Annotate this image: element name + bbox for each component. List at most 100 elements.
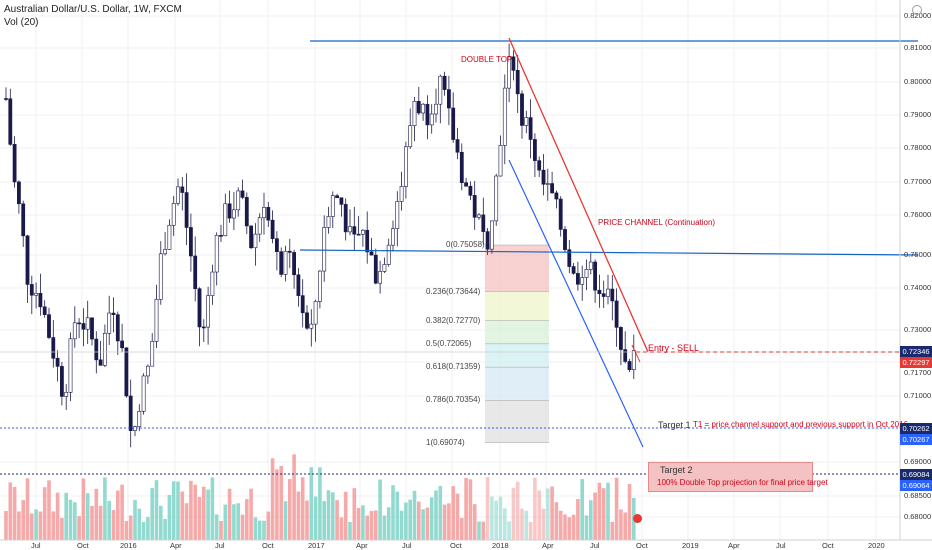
volume-bar: [404, 502, 408, 540]
candle-body: [511, 56, 516, 71]
volume-bar: [103, 477, 107, 540]
symbol-title: Australian Dollar/U.S. Dollar, 1W, FXCM: [4, 4, 182, 15]
volume-bar: [296, 491, 301, 540]
volume-bar: [412, 490, 417, 540]
volume-bar: [528, 521, 533, 540]
candle-body: [34, 292, 39, 296]
price-tick-label: 0.76000: [904, 210, 932, 219]
candle-body: [12, 144, 17, 183]
time-tick-label: 2020: [868, 541, 885, 550]
volume-bar: [64, 492, 68, 540]
price-tick-label: 0.79000: [904, 110, 932, 119]
candle-body: [554, 192, 559, 200]
candle-body: [610, 288, 615, 302]
price-tag[interactable]: 0.69084: [900, 469, 932, 480]
price-tag[interactable]: 0.72346: [900, 346, 932, 357]
candle-body: [395, 201, 400, 229]
flag-icon[interactable]: [633, 514, 642, 523]
price-tag[interactable]: 0.70267: [900, 434, 932, 445]
volume-bar: [292, 454, 296, 540]
candle-body: [494, 175, 499, 222]
candle-body: [206, 295, 211, 328]
candle-body: [386, 244, 391, 265]
candle-body: [575, 273, 580, 285]
candle-body: [412, 101, 417, 126]
volume-bar: [124, 521, 129, 540]
candle-body: [464, 182, 469, 187]
entry-arrow: [631, 344, 641, 363]
candle-body: [524, 117, 529, 126]
price-tick-label: 0.68500: [904, 491, 932, 500]
volume-bars: [4, 454, 636, 540]
chart-grid: [0, 0, 900, 540]
volume-bar: [537, 490, 541, 540]
double-top-label: DOUBLE TOP: [461, 55, 513, 64]
candle-body: [326, 216, 331, 228]
candle-body: [120, 340, 125, 349]
fib-level-label: 0.786(0.70354): [426, 395, 481, 405]
volume-bar: [434, 490, 438, 540]
candle-body: [343, 204, 348, 233]
volume-bar: [429, 497, 434, 540]
volume-bar: [511, 487, 516, 540]
candle-body: [236, 190, 241, 211]
volume-bar: [309, 467, 314, 540]
candle-body: [317, 270, 322, 302]
volume-bar: [391, 485, 395, 540]
candle-body: [128, 395, 133, 431]
volume-bar: [73, 502, 77, 540]
volume-bar: [477, 521, 481, 540]
candle-body: [481, 214, 486, 232]
volume-bar: [202, 486, 206, 540]
settings-gear-icon[interactable]: [912, 5, 922, 15]
volume-bar: [68, 499, 73, 540]
volume-bar: [25, 478, 30, 540]
trend-lines: [0, 37, 919, 475]
volume-bar: [417, 501, 421, 540]
candle-body: [154, 299, 159, 342]
volume-bar: [503, 508, 507, 540]
volume-bar: [567, 517, 572, 540]
candle-body: [240, 190, 245, 198]
fib-level-label: 0.382(0.72770): [426, 315, 481, 325]
volume-bar: [576, 499, 580, 540]
volume-bar: [524, 510, 529, 540]
volume-bar: [472, 504, 477, 540]
target2-box[interactable]: [648, 462, 813, 492]
volume-bar: [51, 511, 56, 540]
candle-body: [283, 250, 288, 275]
volume-bar: [262, 520, 266, 540]
volume-bar: [206, 489, 210, 540]
volume-bar: [533, 477, 537, 540]
volume-bar: [619, 509, 623, 540]
volume-indicator-label[interactable]: Vol (20): [4, 17, 39, 28]
target1-label: Target 1: [658, 420, 691, 430]
candle-body: [528, 117, 533, 140]
price-tag[interactable]: 0.72297: [900, 357, 932, 368]
fib-zone: [485, 343, 549, 368]
candle-body: [111, 312, 116, 315]
candle-body: [434, 103, 438, 115]
candle-body: [567, 249, 572, 267]
candle-body: [184, 192, 189, 228]
target2-note: 100% Double Top projection for final pri…: [657, 478, 828, 487]
candle-body: [571, 266, 576, 274]
volume-bar: [81, 478, 86, 540]
volume-bar: [146, 517, 150, 540]
volume-bar: [460, 517, 464, 540]
candle-body: [485, 231, 490, 250]
volume-bar: [120, 484, 124, 540]
volume-bar: [382, 515, 387, 540]
candle-body: [90, 317, 94, 340]
time-tick-label: Apr: [356, 541, 368, 550]
volume-bar: [214, 514, 219, 540]
volume-bar: [128, 515, 133, 540]
candle-body: [270, 219, 275, 239]
candle-body: [408, 125, 413, 148]
candle-body: [64, 392, 69, 397]
candle-body: [416, 101, 421, 114]
price-tag[interactable]: 0.69064: [900, 480, 932, 491]
candle-body: [623, 349, 628, 362]
price-tag[interactable]: 0.70262: [900, 423, 932, 434]
